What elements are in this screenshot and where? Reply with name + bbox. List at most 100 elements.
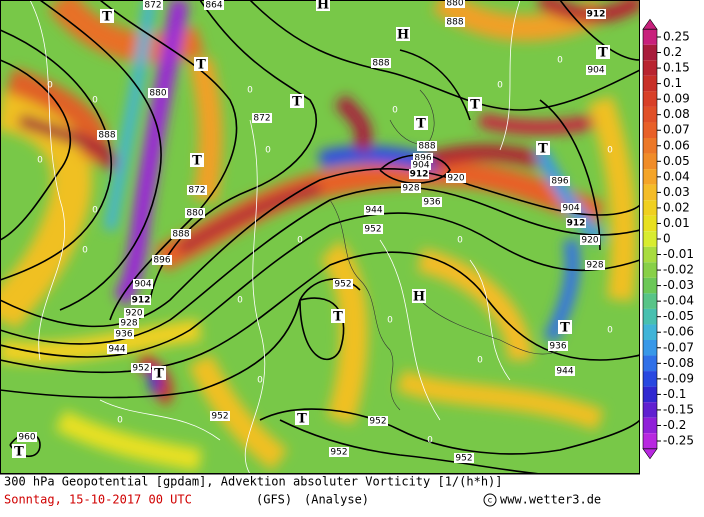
contour-label-bg xyxy=(566,218,586,228)
colorbar-swatch xyxy=(643,293,657,309)
colorbar-label: -0.04 xyxy=(663,294,694,308)
center-bg xyxy=(295,411,309,425)
colorbar-label: 0.06 xyxy=(663,138,690,152)
colorbar-swatch xyxy=(643,122,657,138)
pressure-center: H xyxy=(317,0,329,13)
vorticity-label: 0 xyxy=(47,81,53,91)
center-bg xyxy=(152,366,166,380)
vorticity-label: 0 xyxy=(265,146,271,156)
contour-label: 952 xyxy=(132,364,149,374)
pressure-center: T xyxy=(192,154,202,169)
center-bg xyxy=(468,97,482,111)
contour-label: 936 xyxy=(115,330,132,340)
colorbar-swatch xyxy=(643,138,657,154)
contour-label-bg xyxy=(187,185,207,195)
contour-label: 944 xyxy=(556,367,573,377)
contour-label: 888 xyxy=(372,59,389,69)
colorbar-label: 0.05 xyxy=(663,154,690,168)
colorbar-swatch xyxy=(643,262,657,278)
vorticity-label: 0 xyxy=(392,106,398,116)
colorbar-swatch xyxy=(643,417,657,434)
contour-label-bg xyxy=(131,363,151,373)
contour-label: 920 xyxy=(125,309,142,319)
contour-label: 952 xyxy=(455,454,472,464)
colorbar-swatch xyxy=(643,231,657,247)
pressure-center: T xyxy=(297,412,307,427)
center-bg xyxy=(596,45,610,59)
colorbar-label: 0 xyxy=(663,232,671,246)
pressure-center: T xyxy=(538,142,548,157)
contour-label: 952 xyxy=(330,448,347,458)
contour-label: 936 xyxy=(423,198,440,208)
colorbar-label: -0.06 xyxy=(663,325,694,339)
contour-label: 864 xyxy=(205,1,222,11)
colorbar-label: 0.1 xyxy=(663,76,682,90)
vorticity-isolines xyxy=(30,1,521,473)
colorbar-swatch xyxy=(643,324,657,340)
footer-run: (Analyse) xyxy=(304,493,369,507)
center-bg xyxy=(190,153,204,167)
contour-label: 912 xyxy=(567,219,586,229)
vorticity-label: 0 xyxy=(92,206,98,216)
colorbar-frame xyxy=(642,28,658,450)
contour-label-bg xyxy=(454,453,474,463)
contour-label-bg xyxy=(210,411,230,421)
vorticity-field xyxy=(1,1,639,471)
contour-label-bg xyxy=(548,341,568,351)
contour-label-bg xyxy=(371,58,391,68)
colorbar-label: 0.25 xyxy=(663,30,690,44)
colorbar-label: -0.03 xyxy=(663,278,694,292)
contour-label-bg xyxy=(333,279,353,289)
colorbar-swatch xyxy=(643,60,657,76)
colorbar-label: 0.08 xyxy=(663,107,690,121)
contour-label: 880 xyxy=(446,0,463,9)
contour-label-bg xyxy=(580,235,600,245)
contour-label-bg xyxy=(133,279,153,289)
pressure-center: T xyxy=(154,367,164,382)
contour-label-bg xyxy=(204,0,224,10)
contour-label-bg xyxy=(97,130,117,140)
colorbar-swatch xyxy=(643,246,657,263)
colorbar-label: -0.01 xyxy=(663,247,694,261)
colorbar-swatch xyxy=(643,433,657,449)
colorbar-label: 0.04 xyxy=(663,169,690,183)
colorbar-swatch xyxy=(643,386,657,403)
colorbar-swatch xyxy=(643,355,657,372)
contour-label: 960 xyxy=(18,433,35,443)
contour-label-bg xyxy=(561,203,581,213)
vorticity-label: 0 xyxy=(387,316,393,326)
contour-label-bg xyxy=(107,344,127,354)
colorbar-swatch xyxy=(643,169,657,185)
colorbar-swatch xyxy=(643,44,657,61)
colorbar-swatch xyxy=(643,340,657,356)
colorbar-label: -0.07 xyxy=(663,340,694,354)
colorbar-swatch xyxy=(643,75,657,92)
contour-label-bg xyxy=(368,416,388,426)
pressure-center: T xyxy=(560,321,570,336)
contour-label-bg xyxy=(446,173,466,183)
colorbar-swatch xyxy=(643,106,657,123)
contour-label: 896 xyxy=(551,177,568,187)
pressure-center: T xyxy=(470,98,480,113)
contour-label-bg xyxy=(148,88,168,98)
contour-label: 896 xyxy=(153,256,170,266)
contour-label-bg xyxy=(401,183,421,193)
map-labels: 872 864 8808889129048728808888888728808888… xyxy=(12,0,613,464)
pressure-center: T xyxy=(102,10,112,25)
contour-label-bg xyxy=(329,447,349,457)
copyright-icon xyxy=(483,493,497,507)
contour-label-bg xyxy=(411,160,431,170)
vorticity-label: 0 xyxy=(557,56,563,66)
vorticity-label: 0 xyxy=(82,246,88,256)
colorbar-label: -0.05 xyxy=(663,309,694,323)
colorbar-label: 0.03 xyxy=(663,185,690,199)
colorbar-swatch xyxy=(643,402,657,418)
colorbar-label: -0.02 xyxy=(663,263,694,277)
colorbar-swatch xyxy=(643,371,657,387)
pressure-center: T xyxy=(292,95,302,110)
vorticity-label: 0 xyxy=(37,156,43,166)
pressure-center: H xyxy=(413,290,425,305)
contour-label: 944 xyxy=(108,345,125,355)
footer-model: (GFS) xyxy=(256,493,292,507)
contour-label-bg xyxy=(409,169,429,179)
